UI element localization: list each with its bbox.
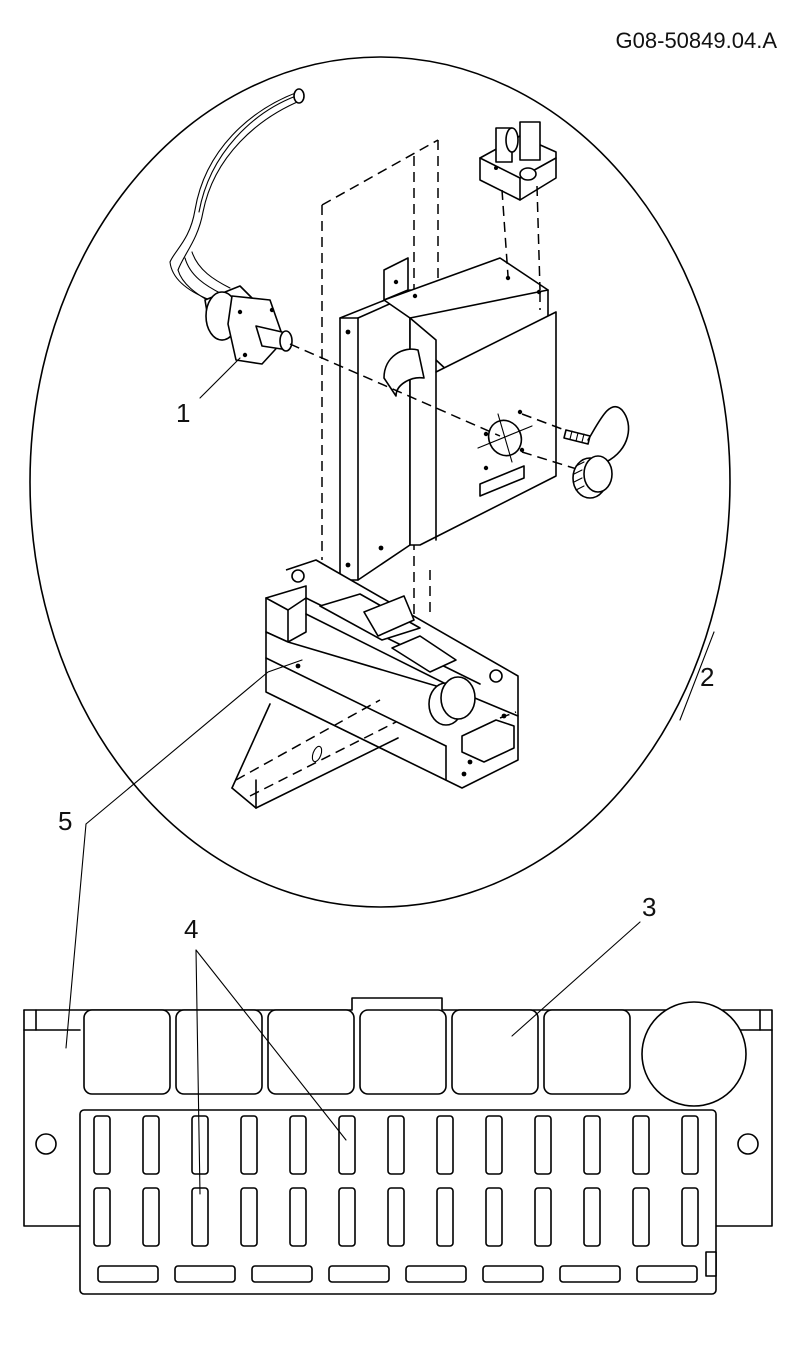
leader-line-2 — [679, 631, 715, 721]
slot-vertical-top — [240, 1115, 258, 1175]
slot-horizontal — [174, 1265, 236, 1283]
slot-vertical-lower — [387, 1187, 405, 1247]
mounting-bracket — [289, 139, 557, 614]
slot-horizontal — [405, 1265, 467, 1283]
slot-vertical-top — [681, 1115, 699, 1175]
leader-line-3 — [511, 921, 641, 1037]
document-id: G08-50849.04.A — [616, 28, 778, 53]
leader-line-4a — [195, 949, 347, 1141]
slot-horizontal — [482, 1265, 544, 1283]
slot-row-bottom — [97, 1265, 698, 1283]
slot-row-top — [93, 1115, 699, 1175]
slot-horizontal — [636, 1265, 698, 1283]
slot-row-middle — [93, 1187, 699, 1247]
leader-line-4b — [195, 949, 201, 1195]
slot-vertical-top — [93, 1115, 111, 1175]
slot-vertical-lower — [142, 1187, 160, 1247]
slot-vertical-lower — [93, 1187, 111, 1247]
slot-vertical-lower — [534, 1187, 552, 1247]
slot-vertical-top — [387, 1115, 405, 1175]
slot-horizontal — [328, 1265, 390, 1283]
callout-5: 5 — [58, 806, 72, 836]
slot-vertical-top — [632, 1115, 650, 1175]
leader-line-5-down — [65, 823, 87, 1049]
module-housing — [85, 559, 519, 825]
slot-vertical-top — [485, 1115, 503, 1175]
callout-2: 2 — [700, 662, 714, 692]
slot-vertical-lower — [191, 1187, 209, 1247]
cable-connector — [169, 88, 305, 399]
knob-and-screw — [521, 405, 630, 499]
slot-vertical-top — [436, 1115, 454, 1175]
slot-vertical-lower — [632, 1187, 650, 1247]
slot-vertical-top — [534, 1115, 552, 1175]
callout-3: 3 — [642, 892, 656, 922]
slot-horizontal — [97, 1265, 159, 1283]
slot-vertical-lower — [338, 1187, 356, 1247]
slot-vertical-lower — [289, 1187, 307, 1247]
slot-vertical-lower — [240, 1187, 258, 1247]
slot-vertical-lower — [485, 1187, 503, 1247]
terminal-clip — [479, 121, 557, 291]
slot-vertical-top — [289, 1115, 307, 1175]
callout-4: 4 — [184, 914, 198, 944]
slot-vertical-top — [338, 1115, 356, 1175]
detail-ellipse — [29, 56, 731, 908]
slot-horizontal — [559, 1265, 621, 1283]
slot-vertical-lower — [681, 1187, 699, 1247]
slot-vertical-lower — [583, 1187, 601, 1247]
slot-horizontal — [251, 1265, 313, 1283]
slot-vertical-top — [142, 1115, 160, 1175]
callout-1: 1 — [176, 398, 190, 428]
slot-vertical-lower — [436, 1187, 454, 1247]
slot-vertical-top — [583, 1115, 601, 1175]
